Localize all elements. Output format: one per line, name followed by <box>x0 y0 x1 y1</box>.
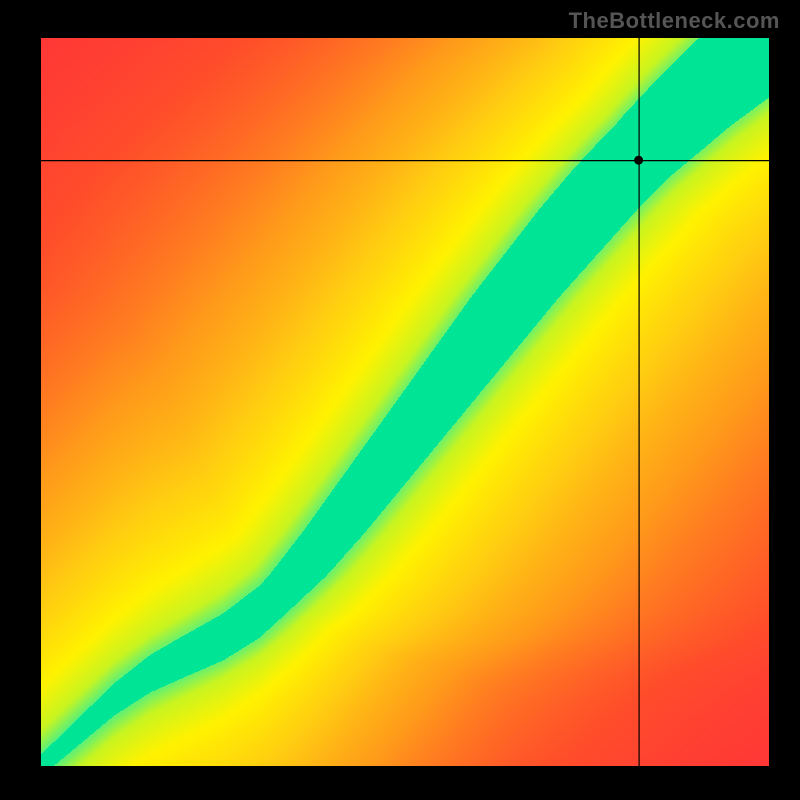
watermark-text: TheBottleneck.com <box>569 8 780 34</box>
bottleneck-heatmap <box>41 38 769 766</box>
